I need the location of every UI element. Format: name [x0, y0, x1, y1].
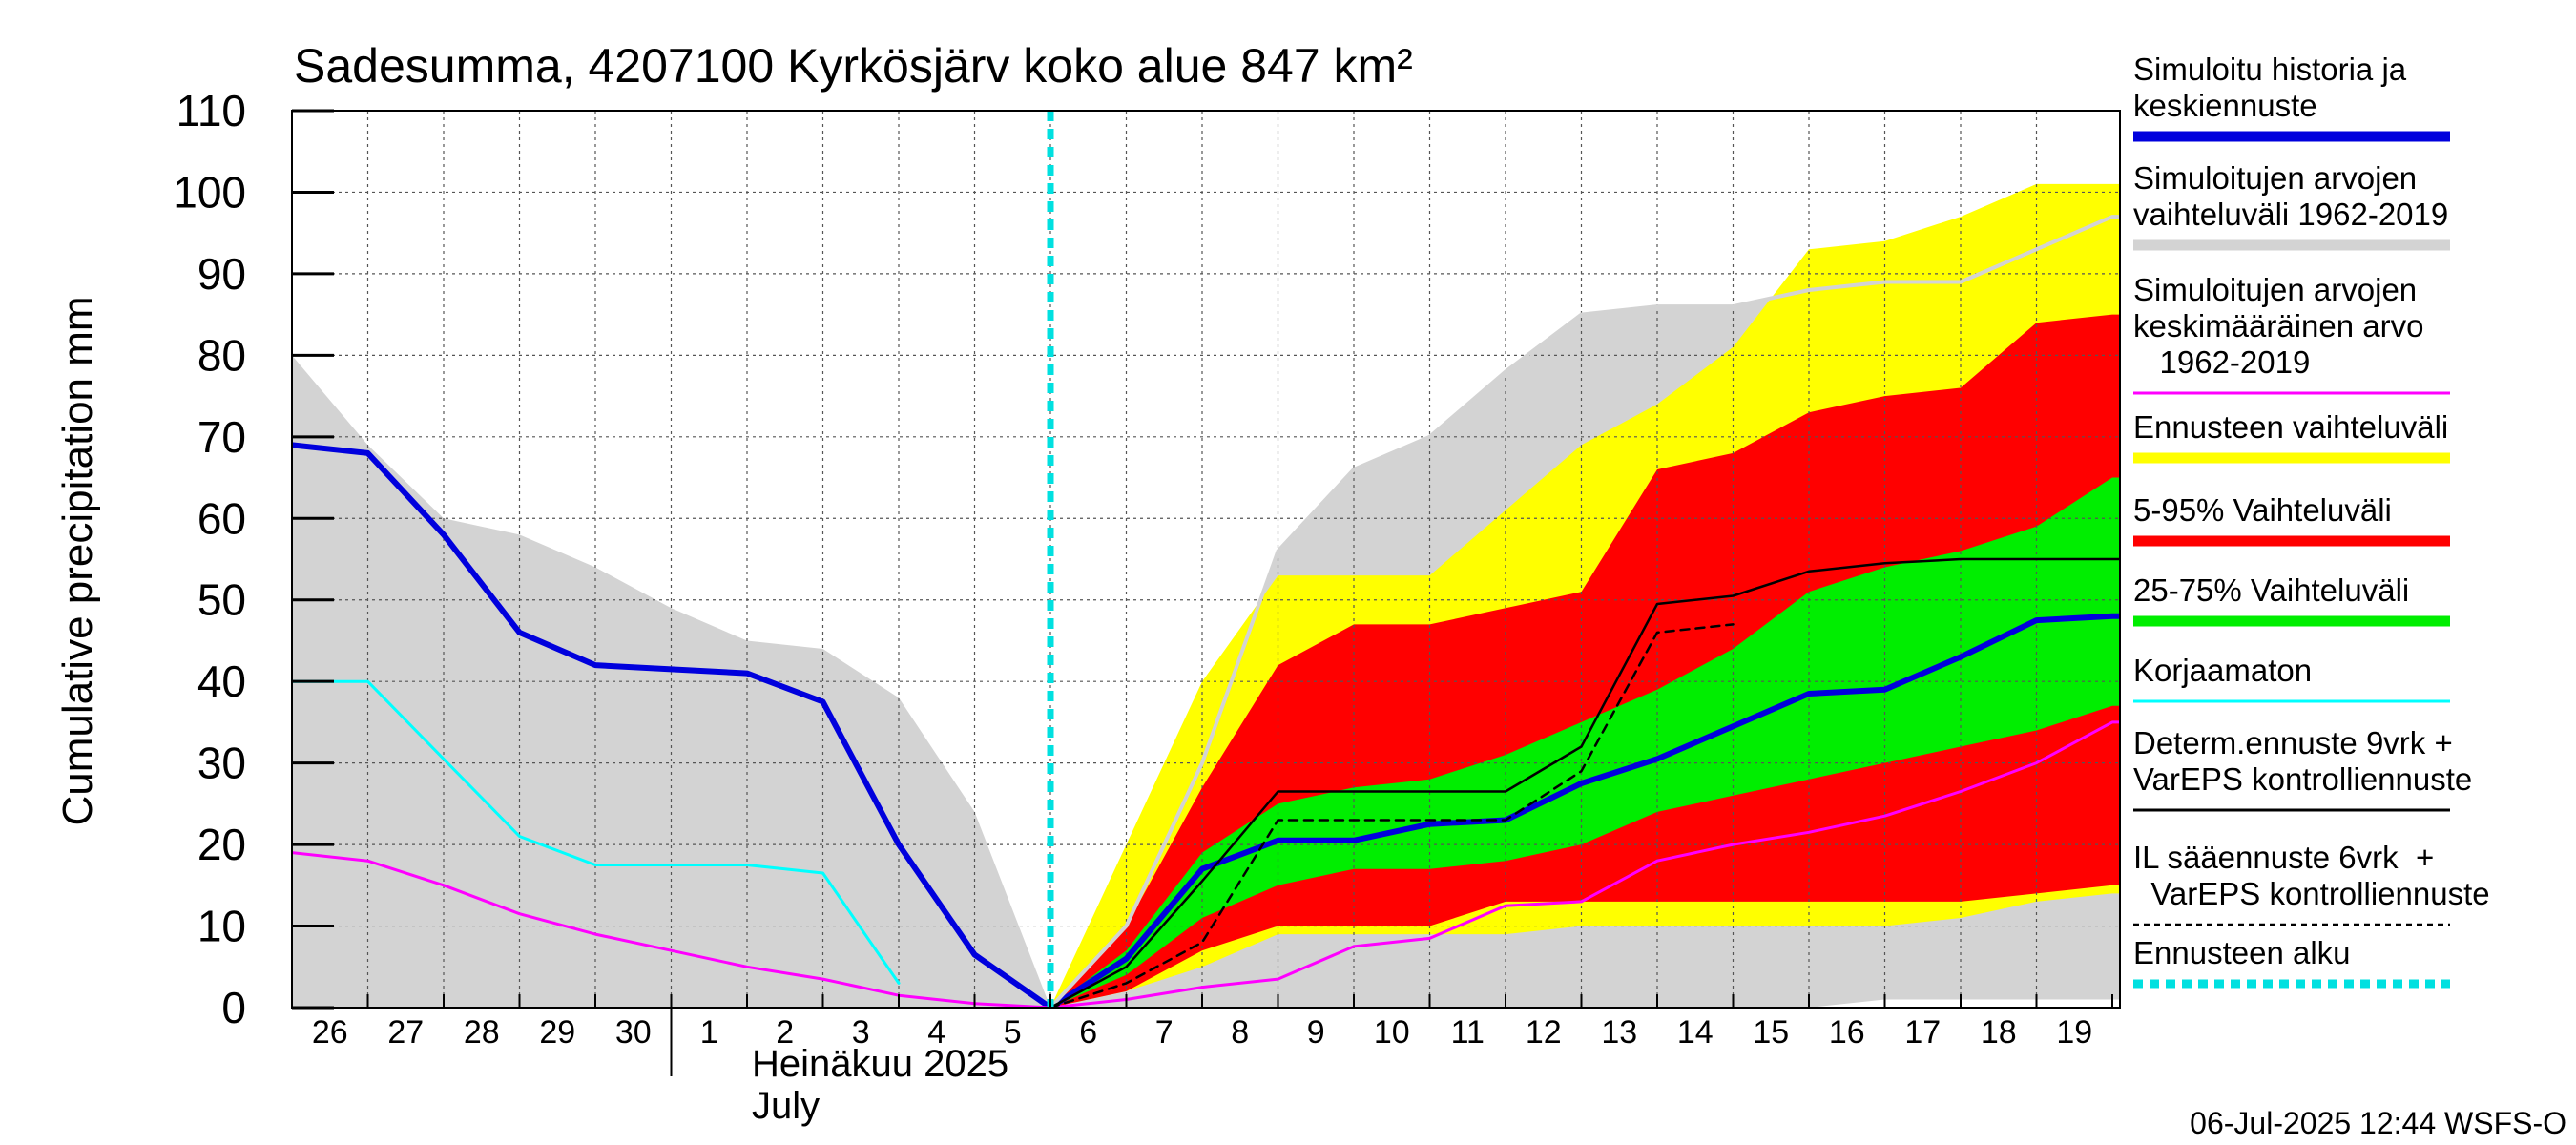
x-tick-label: 9	[1307, 1014, 1325, 1051]
timestamp: 06-Jul-2025 12:44 WSFS-O	[2190, 1106, 2566, 1140]
x-tick-label: 29	[539, 1014, 575, 1051]
series-line-4	[1049, 557, 2120, 1008]
x-tick-label: 7	[1155, 1014, 1174, 1051]
series-group	[292, 111, 2120, 1008]
legend-label: VarEPS kontrolliennuste	[2133, 761, 2472, 797]
axes-frame	[291, 110, 2121, 1009]
series-line-2	[292, 720, 2120, 1008]
month-label-en: July	[752, 1085, 820, 1127]
plot-frame	[291, 110, 2121, 1009]
x-tick-label: 27	[387, 1014, 424, 1051]
legend-label: Simuloitujen arvojen	[2133, 160, 2417, 196]
x-tick-label: 10	[1374, 1014, 1410, 1051]
x-tick-label: 28	[464, 1014, 500, 1051]
y-tick-label: 10	[197, 902, 246, 951]
x-tick-label: 8	[1231, 1014, 1249, 1051]
x-tick-label: 15	[1753, 1014, 1789, 1051]
legend-label: VarEPS kontrolliennuste	[2133, 876, 2490, 911]
x-tick-label: 3	[852, 1014, 870, 1051]
x-tick-label: 13	[1601, 1014, 1637, 1051]
month-label-fi: Heinäkuu 2025	[752, 1043, 1008, 1085]
y-tick-label: 90	[197, 249, 246, 299]
legend-label: Ennusteen alku	[2133, 935, 2351, 970]
y-tick-label: 50	[197, 575, 246, 625]
legend-label: Determ.ennuste 9vrk +	[2133, 725, 2453, 760]
legend-label: 25-75% Vaihteluväli	[2133, 572, 2409, 608]
series-line-0	[292, 442, 2120, 1008]
y-tick-label: 20	[197, 820, 246, 869]
y-tick-label: 30	[197, 739, 246, 788]
y-tick-label: 110	[177, 86, 246, 135]
x-tick-label: 1	[700, 1014, 718, 1051]
x-tick-label: 16	[1829, 1014, 1865, 1051]
x-tick-label: 2	[776, 1014, 794, 1051]
legend-label: Simuloitu historia ja	[2133, 52, 2407, 87]
legend-label: Korjaamaton	[2133, 653, 2312, 688]
x-tick-label: 4	[927, 1014, 945, 1051]
legend-label: 1962-2019	[2133, 344, 2310, 380]
series-line-5	[1049, 623, 1735, 1008]
series-line-3	[1049, 215, 2120, 1008]
chart-title: Sadesumma, 4207100 Kyrkösjärv koko alue …	[294, 39, 1413, 93]
band-group	[292, 183, 2120, 1008]
y-axis: 0 10 20 30 40 50 60 70 80 90 100 110	[173, 86, 334, 1032]
band-3	[1050, 477, 2120, 1008]
x-tick-label: 30	[615, 1014, 652, 1051]
x-tick-label: 26	[312, 1014, 348, 1051]
grid	[292, 111, 2120, 1008]
x-tick-label: 17	[1904, 1014, 1941, 1051]
y-tick-label: 40	[197, 656, 246, 706]
legend-label: IL sääennuste 6vrk +	[2133, 840, 2434, 875]
y-tick-label: 60	[197, 493, 246, 543]
series-line-1	[292, 679, 901, 985]
y-axis-label: Cumulative precipitation mm	[54, 296, 101, 825]
legend-label: 5-95% Vaihteluväli	[2133, 492, 2392, 528]
y-tick-label: 80	[197, 330, 246, 380]
y-tick-label: 0	[221, 983, 246, 1032]
x-tick-label: 6	[1079, 1014, 1097, 1051]
legend-label: keskiennuste	[2133, 88, 2317, 123]
legend-label: Ennusteen vaihteluväli	[2133, 409, 2448, 445]
x-tick-label: 12	[1526, 1014, 1562, 1051]
y-tick-label: 100	[173, 167, 246, 217]
legend-label: keskimääräinen arvo	[2133, 308, 2423, 344]
x-axis: 26 27 28 29 30 1 2 3 4 5 6 7 8 9 10 11 12 13 14 15 16 17 18 19	[312, 994, 2113, 1076]
x-tick-label: 11	[1451, 1014, 1485, 1051]
x-tick-label: 18	[1981, 1014, 2017, 1051]
y-tick-label: 70	[197, 412, 246, 462]
x-tick-label: 14	[1677, 1014, 1714, 1051]
x-tick-label: 19	[2056, 1014, 2092, 1051]
x-tick-label: 5	[1004, 1014, 1022, 1051]
legend-label: vaihteluväli 1962-2019	[2133, 197, 2448, 232]
legend-label: Simuloitujen arvojen	[2133, 272, 2417, 307]
